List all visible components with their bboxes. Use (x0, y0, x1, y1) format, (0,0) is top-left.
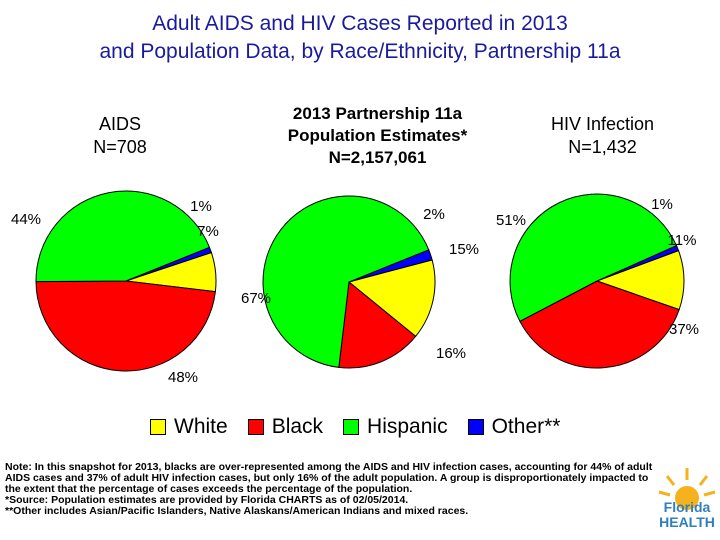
sun-rays-icon (658, 468, 716, 510)
legend-label-other: Other** (491, 415, 561, 438)
hiv-slice-black (519, 280, 680, 369)
legend-swatch-white (150, 419, 166, 435)
hiv-label-black: 37% (669, 321, 699, 338)
aids-pie-title: AIDS N=708 (65, 113, 175, 159)
aids-label-white: 7% (197, 223, 219, 240)
population-slice-black (338, 281, 417, 369)
pie-charts: 7% 48% 44% 1% 15% 16% 67% 2% 11% 37% 51% 1% (11, 190, 699, 386)
aids-slice-black (35, 280, 216, 372)
legend-label-white: White (174, 415, 228, 438)
legend-label-hispanic: Hispanic (367, 415, 448, 438)
hiv-slice-hispanic (509, 193, 678, 322)
chart-title: Adult AIDS and HIV Cases Reported in 201… (0, 10, 720, 66)
aids-pie-title-line-2: N=708 (93, 137, 147, 157)
legend-item-other: Other** (467, 415, 561, 439)
hiv-pie-title-line-1: HIV Infection (550, 114, 655, 134)
logo-wordmark: Florida HEALTH (655, 500, 719, 530)
population-label-white: 15% (449, 241, 479, 258)
population-pie-title-line-3: N=2,157,061 (328, 148, 427, 167)
aids-slice-hispanic (35, 190, 211, 283)
hiv-pie-title: HIV Infection N=1,432 (515, 113, 690, 159)
title-line-2: and Population Data, by Race/Ethnicity, … (99, 40, 621, 63)
aids-label-black: 48% (168, 369, 198, 386)
population-label-hispanic: 67% (241, 290, 271, 307)
population-slice-hispanic (262, 195, 430, 368)
hiv-label-hispanic: 51% (496, 212, 526, 229)
footnote-source: *Source: Population estimates are provid… (5, 494, 409, 506)
aids-pie-title-line-1: AIDS (98, 114, 141, 134)
legend-swatch-other (467, 419, 484, 435)
aids-label-hispanic: 44% (11, 211, 41, 228)
legend-swatch-hispanic (343, 419, 360, 435)
population-label-other: 2% (423, 206, 445, 223)
florida-health-logo (658, 468, 716, 510)
population-pie-title-line-2: Population Estimates* (287, 126, 468, 145)
legend-item-hispanic: Hispanic (343, 415, 448, 439)
logo-wordmark-line-2: HEALTH (659, 514, 715, 530)
population-pie-title: 2013 Partnership 11a Population Estimate… (255, 103, 500, 169)
legend-item-white: White (150, 415, 228, 439)
logo-wordmark-line-1: Florida (663, 499, 711, 515)
title-line-1: Adult AIDS and HIV Cases Reported in 201… (152, 12, 568, 35)
aids-label-other: 1% (190, 198, 212, 215)
legend: White Black Hispanic Other** (150, 414, 590, 440)
hiv-pie-title-line-2: N=1,432 (568, 137, 637, 157)
footnote-other-definition: **Other includes Asian/Pacific Islanders… (5, 505, 469, 517)
population-label-black: 16% (436, 345, 466, 362)
hiv-label-white: 11% (668, 232, 697, 249)
population-pie-title-line-1: 2013 Partnership 11a (292, 104, 463, 123)
legend-label-black: Black (271, 415, 324, 438)
population-slice-white (347, 259, 436, 338)
footnote: Note: In this snapshot for 2013, blacks … (5, 462, 660, 517)
footnote-note: Note: In this snapshot for 2013, blacks … (5, 461, 653, 495)
hiv-label-other: 1% (651, 196, 673, 213)
legend-item-black: Black (247, 415, 324, 439)
legend-swatch-black (247, 419, 264, 435)
